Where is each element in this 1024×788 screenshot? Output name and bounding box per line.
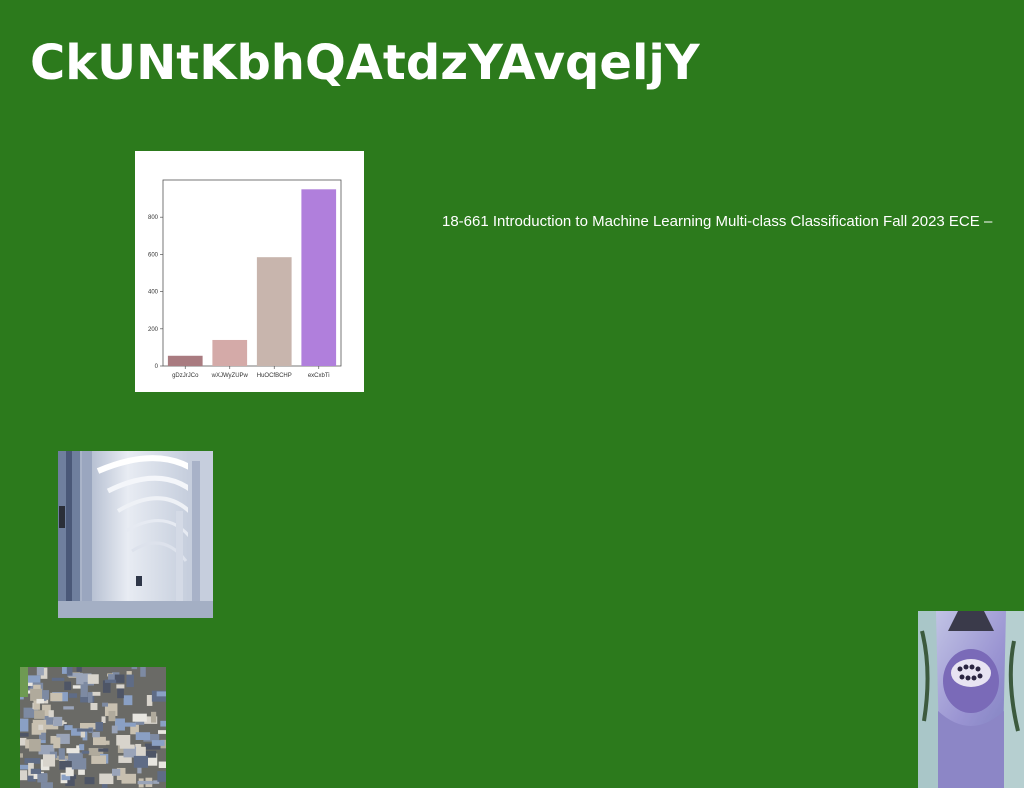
y-tick-label: 0 (155, 364, 159, 370)
x-axis-ticks: gDzJrJCo wXJWyZUPw HuOCfBCHP exCxbTi (172, 366, 330, 379)
y-axis-ticks: 0 200 400 600 800 (148, 215, 163, 370)
bar-chart: 0 200 400 600 800 gDzJrJCo wXJWyZUPw HuOCfBCHP… (148, 179, 342, 379)
bar-wXJWyZUPw (212, 339, 248, 366)
plot-frame (162, 179, 342, 367)
bars (167, 189, 337, 366)
x-tick-label: gDzJrJCo (172, 373, 199, 379)
y-tick-label: 800 (148, 215, 159, 221)
bar-chart-card: 0 200 400 600 800 gDzJrJCo wXJWyZUPw HuOCfBCHP… (135, 151, 364, 392)
bar-exCxbTi (301, 189, 337, 366)
bar-HuOCfBCHP (256, 257, 292, 366)
bar-gDzJrJCo (167, 355, 203, 366)
face-closeup-photo (918, 611, 1024, 788)
page-title: CkUNtKbhQAtdzYAvqeljY (30, 35, 700, 91)
y-tick-label: 600 (148, 252, 159, 258)
x-tick-label: wXJWyZUPw (211, 373, 249, 379)
arcade-corridor-photo (58, 451, 213, 618)
y-tick-label: 200 (148, 327, 159, 333)
course-description-text: 18-661 Introduction to Machine Learning … (442, 213, 993, 230)
y-tick-label: 400 (148, 290, 159, 296)
city-aerial-photo (20, 667, 166, 788)
x-tick-label: HuOCfBCHP (257, 373, 292, 379)
x-tick-label: exCxbTi (308, 373, 330, 379)
